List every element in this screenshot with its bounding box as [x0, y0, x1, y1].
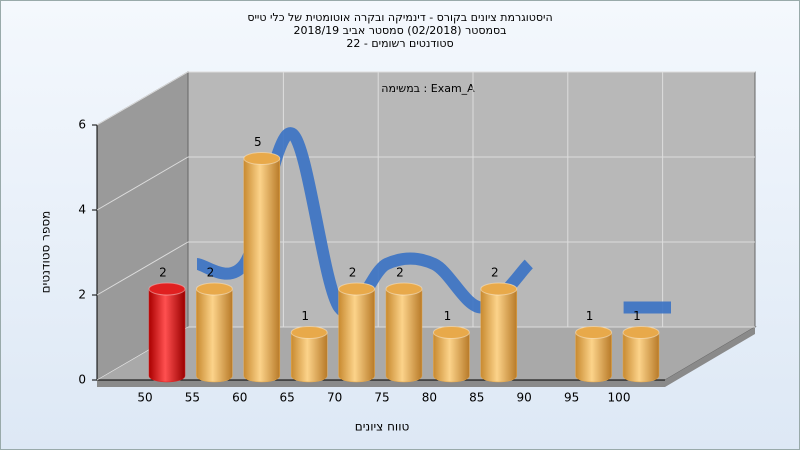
title-line: בסמסטר (02/2018) סמסטר אביב 2018/19 — [293, 24, 506, 37]
annotation: במשימה : Exam_A — [381, 82, 475, 95]
bar-top — [480, 282, 518, 296]
x-tick-label: 100 — [608, 391, 631, 405]
bar — [196, 282, 233, 383]
x-tick-label: 50 — [137, 391, 152, 405]
x-tick-label: 85 — [469, 391, 484, 405]
bar-top — [385, 282, 423, 296]
x-tick-label: 75 — [374, 391, 389, 405]
x-tick-label: 95 — [564, 391, 579, 405]
x-tick-label: 55 — [185, 391, 200, 405]
y-tick-label: 2 — [78, 288, 86, 302]
bar-top — [148, 282, 186, 296]
data-label: 1 — [586, 309, 594, 323]
bar — [243, 152, 281, 383]
bar-top — [338, 282, 376, 296]
y-tick-label: 0 — [78, 373, 86, 387]
bar-top — [290, 326, 328, 339]
x-tick-label: 65 — [280, 391, 295, 405]
data-label: 2 — [159, 266, 167, 280]
data-label: 1 — [633, 309, 641, 323]
bar — [338, 282, 375, 383]
x-tick-label: 70 — [327, 391, 342, 405]
y-axis-label: מספר סטודנטים — [39, 211, 53, 294]
bar — [148, 282, 186, 383]
grid-line — [96, 156, 189, 211]
x-tick-label: 60 — [232, 391, 247, 405]
data-label: 2 — [396, 266, 404, 280]
bar-top — [432, 326, 470, 339]
y-tick-label: 4 — [78, 203, 86, 217]
x-tick-label: 80 — [422, 391, 437, 405]
x-tick-label: 90 — [517, 391, 532, 405]
bar-top — [575, 326, 613, 339]
bar-top — [195, 282, 233, 296]
data-label: 5 — [254, 135, 262, 149]
bar-top — [622, 326, 660, 339]
grid-line — [96, 71, 189, 126]
data-label: 2 — [207, 266, 215, 280]
title-line: היסטוגרמת ציונים בקורס - דינמיקה ובקרה א… — [247, 11, 552, 24]
y-tick-label: 6 — [78, 118, 86, 132]
data-label: 1 — [301, 309, 309, 323]
title-line: סטודנטים רשומים - 22 — [346, 37, 453, 50]
x-axis-label: טווח ציונים — [355, 420, 410, 434]
data-label: 2 — [349, 266, 357, 280]
bar — [385, 282, 423, 383]
bar-top — [243, 152, 281, 165]
grid-line — [96, 241, 189, 296]
data-label: 2 — [491, 266, 499, 280]
bar — [480, 282, 518, 383]
data-label: 1 — [444, 309, 452, 323]
